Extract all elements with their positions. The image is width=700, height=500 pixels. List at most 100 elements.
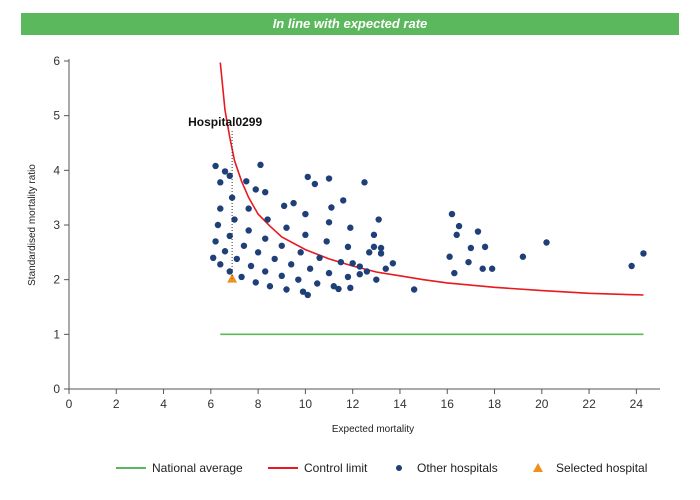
x-tick-label: 24 bbox=[630, 397, 644, 411]
y-tick-label: 6 bbox=[53, 54, 60, 68]
hospital-point bbox=[328, 204, 335, 211]
legend-label: National average bbox=[152, 461, 243, 475]
x-tick-label: 8 bbox=[255, 397, 262, 411]
hospital-point bbox=[366, 249, 373, 256]
hospital-point bbox=[262, 268, 269, 275]
y-tick-label: 2 bbox=[53, 273, 60, 287]
hospital-point bbox=[254, 249, 262, 256]
hospital-point bbox=[325, 219, 333, 226]
hospital-point bbox=[519, 253, 527, 260]
legend-swatch bbox=[533, 463, 543, 472]
hospital-point bbox=[238, 273, 245, 281]
hospital-point bbox=[212, 238, 219, 245]
y-axis-label: Standardised mortality ratio bbox=[27, 164, 38, 286]
hospital-point bbox=[370, 243, 378, 251]
hospital-point bbox=[344, 243, 352, 251]
hospital-point bbox=[226, 268, 233, 275]
hospital-point bbox=[325, 175, 333, 182]
hospital-point bbox=[302, 231, 309, 239]
x-tick-label: 18 bbox=[488, 397, 502, 411]
hospital-point bbox=[266, 283, 274, 290]
x-tick-label: 14 bbox=[393, 397, 407, 411]
x-tick-label: 0 bbox=[66, 397, 73, 411]
x-tick-label: 10 bbox=[299, 397, 313, 411]
hospital-point bbox=[370, 231, 378, 239]
hospital-point bbox=[488, 265, 496, 272]
hospital-point bbox=[280, 202, 288, 210]
x-tick-label: 4 bbox=[160, 397, 167, 411]
hospital-point bbox=[410, 286, 418, 293]
hospital-point bbox=[382, 265, 389, 272]
hospital-point bbox=[231, 216, 238, 223]
control-limit-line bbox=[219, 62, 644, 296]
hospital-point bbox=[455, 222, 463, 230]
hospital-point bbox=[479, 265, 486, 272]
hospital-point bbox=[245, 227, 252, 234]
hospital-point bbox=[453, 231, 460, 239]
hospital-point bbox=[302, 210, 309, 218]
x-tick-label: 20 bbox=[535, 397, 549, 411]
hospital-point bbox=[363, 268, 371, 275]
hospital-point bbox=[247, 262, 255, 270]
hospital-point bbox=[304, 173, 311, 181]
hospital-point bbox=[356, 271, 363, 278]
hospital-point bbox=[217, 205, 224, 212]
hospital-point bbox=[316, 254, 323, 261]
hospital-point bbox=[389, 260, 397, 267]
hospital-point bbox=[467, 244, 475, 252]
hospital-point bbox=[375, 216, 382, 223]
hospital-point bbox=[278, 272, 285, 280]
hospital-point bbox=[252, 279, 259, 286]
hospital-point bbox=[252, 186, 259, 193]
hospital-point bbox=[283, 224, 290, 231]
hospital-point bbox=[299, 288, 307, 295]
plot-area bbox=[210, 62, 647, 336]
hospital-point bbox=[240, 242, 248, 249]
hospital-point bbox=[226, 232, 233, 240]
hospital-point bbox=[304, 291, 311, 299]
hospital-point bbox=[212, 162, 219, 170]
hospital-point bbox=[210, 254, 217, 261]
hospital-point bbox=[640, 250, 647, 257]
hospital-point bbox=[217, 179, 224, 186]
hospital-point bbox=[262, 189, 269, 196]
y-tick-label: 3 bbox=[53, 218, 60, 232]
y-tick-label: 5 bbox=[53, 109, 60, 123]
legend-label: Control limit bbox=[304, 461, 368, 475]
hospital-point bbox=[347, 224, 354, 231]
hospital-point bbox=[481, 243, 489, 251]
hospital-point bbox=[295, 276, 302, 283]
status-banner: In line with expected rate bbox=[21, 13, 679, 35]
hospital-point bbox=[278, 242, 285, 249]
x-axis-label: Expected mortality bbox=[332, 424, 414, 435]
axes bbox=[64, 59, 660, 394]
hospital-point bbox=[373, 276, 380, 283]
hospital-point bbox=[271, 255, 278, 263]
hospital-point bbox=[446, 253, 453, 260]
hospital-point bbox=[347, 284, 354, 292]
hospital-point bbox=[217, 261, 224, 268]
legend-swatch bbox=[396, 465, 402, 471]
hospital-point bbox=[245, 205, 252, 212]
hospital-point bbox=[243, 178, 250, 185]
legend-label: Selected hospital bbox=[556, 461, 647, 475]
x-tick-label: 16 bbox=[441, 397, 455, 411]
hospital-point bbox=[377, 244, 385, 252]
hospital-point bbox=[283, 286, 290, 293]
hospital-point bbox=[465, 258, 472, 266]
hospital-point bbox=[288, 261, 295, 268]
hospital-point bbox=[356, 263, 363, 270]
hospital-point bbox=[214, 221, 222, 229]
hospital-point bbox=[221, 168, 229, 175]
hospital-point bbox=[337, 258, 345, 266]
hospital-point bbox=[314, 280, 321, 287]
hospital-point bbox=[226, 172, 233, 179]
hospital-point bbox=[297, 249, 304, 256]
y-tick-label: 0 bbox=[53, 382, 60, 396]
hospital-point bbox=[628, 262, 635, 270]
hospital-point bbox=[257, 161, 264, 169]
hospital-point bbox=[340, 197, 347, 204]
hospital-point bbox=[474, 228, 482, 235]
